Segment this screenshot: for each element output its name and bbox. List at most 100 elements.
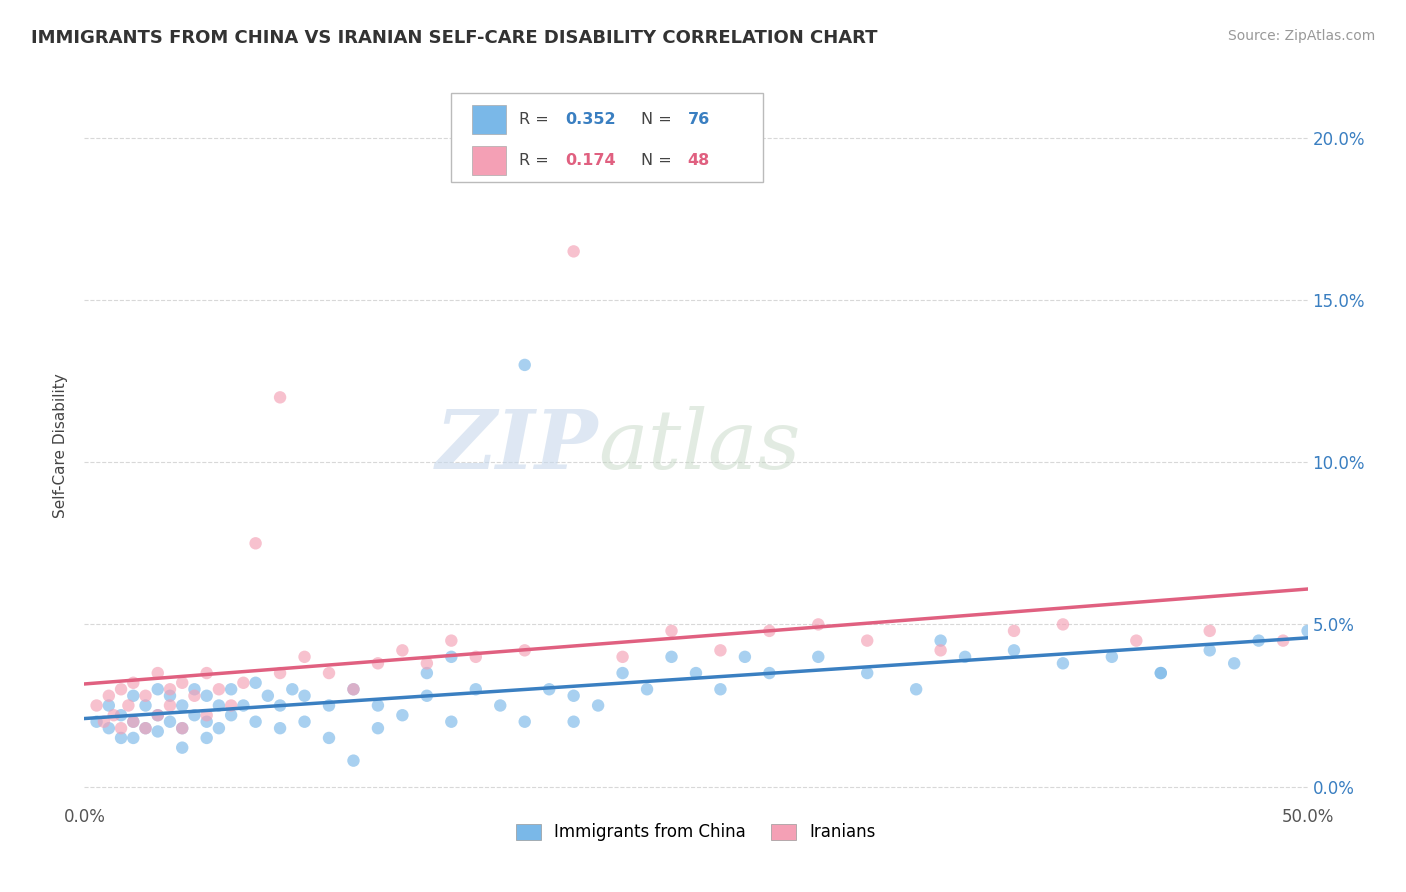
Point (612, 649, 634, 664)
Point (1150, 666, 1173, 681)
Point (183, 708, 205, 723)
Point (758, 666, 780, 681)
Point (489, 698, 512, 713)
Point (93, 714, 115, 729)
Point (122, 714, 145, 729)
Point (159, 682, 181, 697)
Point (905, 682, 928, 697)
Point (146, 682, 169, 697)
Point (513, 358, 536, 372)
Point (416, 666, 439, 681)
Point (1247, 633, 1270, 648)
Point (135, 689, 157, 703)
Point (929, 643, 952, 657)
Point (122, 714, 145, 729)
Point (172, 721, 194, 735)
Point (146, 724, 169, 739)
Point (159, 714, 181, 729)
Point (172, 740, 194, 755)
Point (318, 698, 340, 713)
Y-axis label: Self-Care Disability: Self-Care Disability (53, 374, 69, 518)
Point (1150, 666, 1173, 681)
Point (195, 689, 218, 703)
Point (183, 682, 205, 697)
Text: IMMIGRANTS FROM CHINA VS IRANIAN SELF-CARE DISABILITY CORRELATION CHART: IMMIGRANTS FROM CHINA VS IRANIAN SELF-CA… (31, 29, 877, 46)
Point (122, 675, 145, 690)
Point (440, 714, 463, 729)
Text: N =: N = (641, 112, 676, 127)
Point (172, 721, 194, 735)
FancyBboxPatch shape (472, 146, 506, 175)
Point (97, 698, 120, 713)
Point (391, 643, 413, 657)
Point (117, 698, 139, 713)
Point (440, 633, 463, 648)
Point (1101, 649, 1123, 664)
Point (367, 698, 389, 713)
Point (318, 731, 340, 745)
Point (269, 698, 291, 713)
Point (110, 731, 132, 745)
Point (1052, 617, 1074, 632)
Point (135, 721, 157, 735)
Text: atlas: atlas (598, 406, 800, 486)
Point (758, 624, 780, 638)
Point (661, 649, 683, 664)
Point (612, 666, 634, 681)
Point (219, 698, 242, 713)
Text: 48: 48 (688, 153, 710, 168)
Point (856, 666, 879, 681)
Point (294, 649, 316, 664)
Point (318, 666, 340, 681)
Point (367, 721, 389, 735)
Point (1223, 657, 1246, 671)
Point (245, 536, 267, 550)
Point (342, 754, 364, 768)
Point (122, 689, 145, 703)
FancyBboxPatch shape (451, 93, 763, 182)
Text: N =: N = (641, 153, 676, 168)
Text: R =: R = (519, 112, 554, 127)
FancyBboxPatch shape (472, 105, 506, 134)
Point (232, 698, 254, 713)
Point (159, 698, 181, 713)
Point (367, 657, 389, 671)
Point (953, 649, 976, 664)
Point (97, 689, 120, 703)
Point (513, 714, 536, 729)
Point (709, 682, 731, 697)
Point (1198, 624, 1220, 638)
Point (110, 708, 132, 723)
Point (146, 666, 169, 681)
Point (342, 682, 364, 697)
Point (281, 682, 304, 697)
Point (294, 714, 316, 729)
Point (232, 675, 254, 690)
Point (440, 649, 463, 664)
Point (1198, 643, 1220, 657)
Point (856, 633, 879, 648)
Point (269, 721, 291, 735)
Point (269, 666, 291, 681)
Point (245, 714, 267, 729)
Point (342, 682, 364, 697)
Point (685, 666, 707, 681)
Point (135, 698, 157, 713)
Point (269, 390, 291, 404)
Text: R =: R = (519, 153, 554, 168)
Point (135, 721, 157, 735)
Text: 0.174: 0.174 (565, 153, 616, 168)
Point (110, 721, 132, 735)
Point (464, 649, 486, 664)
Point (172, 675, 194, 690)
Point (208, 682, 231, 697)
Point (245, 675, 267, 690)
Point (86, 698, 108, 713)
Text: Source: ZipAtlas.com: Source: ZipAtlas.com (1227, 29, 1375, 43)
Point (1296, 624, 1319, 638)
Point (636, 682, 658, 697)
Text: 0.352: 0.352 (565, 112, 616, 127)
Text: ZIP: ZIP (436, 406, 598, 486)
Point (1125, 633, 1147, 648)
Point (110, 682, 132, 697)
